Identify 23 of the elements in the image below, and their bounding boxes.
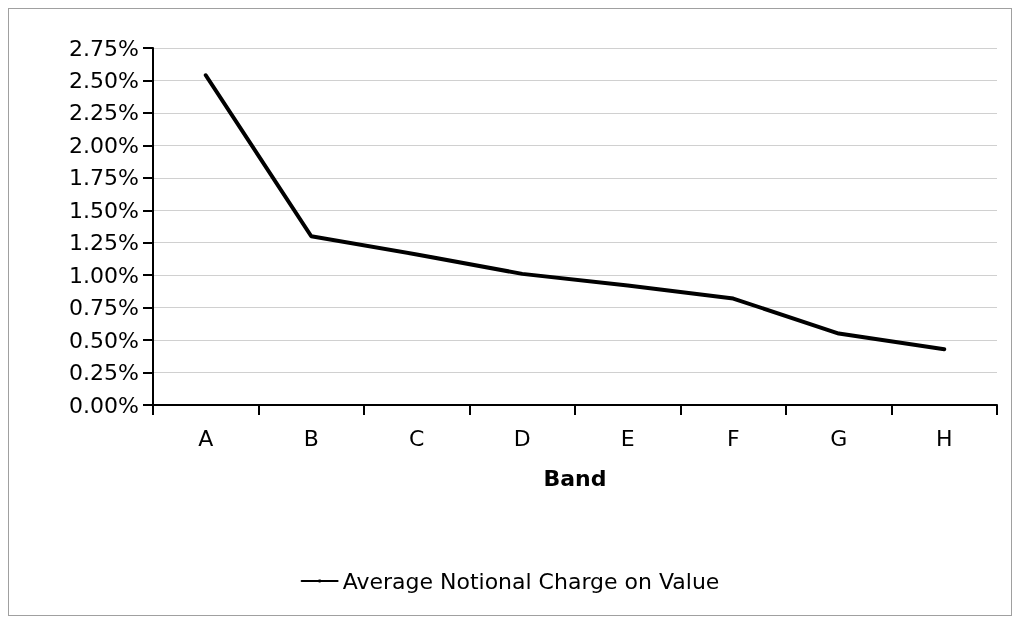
y-tick-label: 0.75% (69, 295, 139, 321)
y-tick-label: 2.75% (69, 35, 139, 61)
y-tick-label: 1.50% (69, 197, 139, 223)
y-tick-label: 2.50% (69, 67, 139, 93)
line-series (203, 73, 947, 352)
x-tick-label: H (935, 425, 953, 451)
y-tick-label: 0.25% (69, 360, 139, 386)
y-tick-label: 0.50% (69, 327, 139, 353)
x-tick-label: B (303, 425, 319, 451)
y-tick-label: 1.00% (69, 262, 139, 288)
x-tick-label: F (726, 425, 740, 451)
y-tick-label: 1.75% (69, 165, 139, 191)
legend-label: Average Notional Charge on Value (342, 568, 720, 594)
x-tick-label: E (620, 425, 635, 451)
x-tick-label: G (830, 425, 848, 451)
x-axis-title: Band (543, 465, 607, 491)
x-tick-label: A (198, 425, 214, 451)
y-tick-label: 1.25% (69, 230, 139, 256)
y-tick-label: 2.25% (69, 100, 139, 126)
y-tick-label: 0.00% (69, 392, 139, 418)
y-tick-label: 2.00% (69, 132, 139, 158)
x-tick-label: D (513, 425, 531, 451)
x-tick-label: C (409, 425, 425, 451)
